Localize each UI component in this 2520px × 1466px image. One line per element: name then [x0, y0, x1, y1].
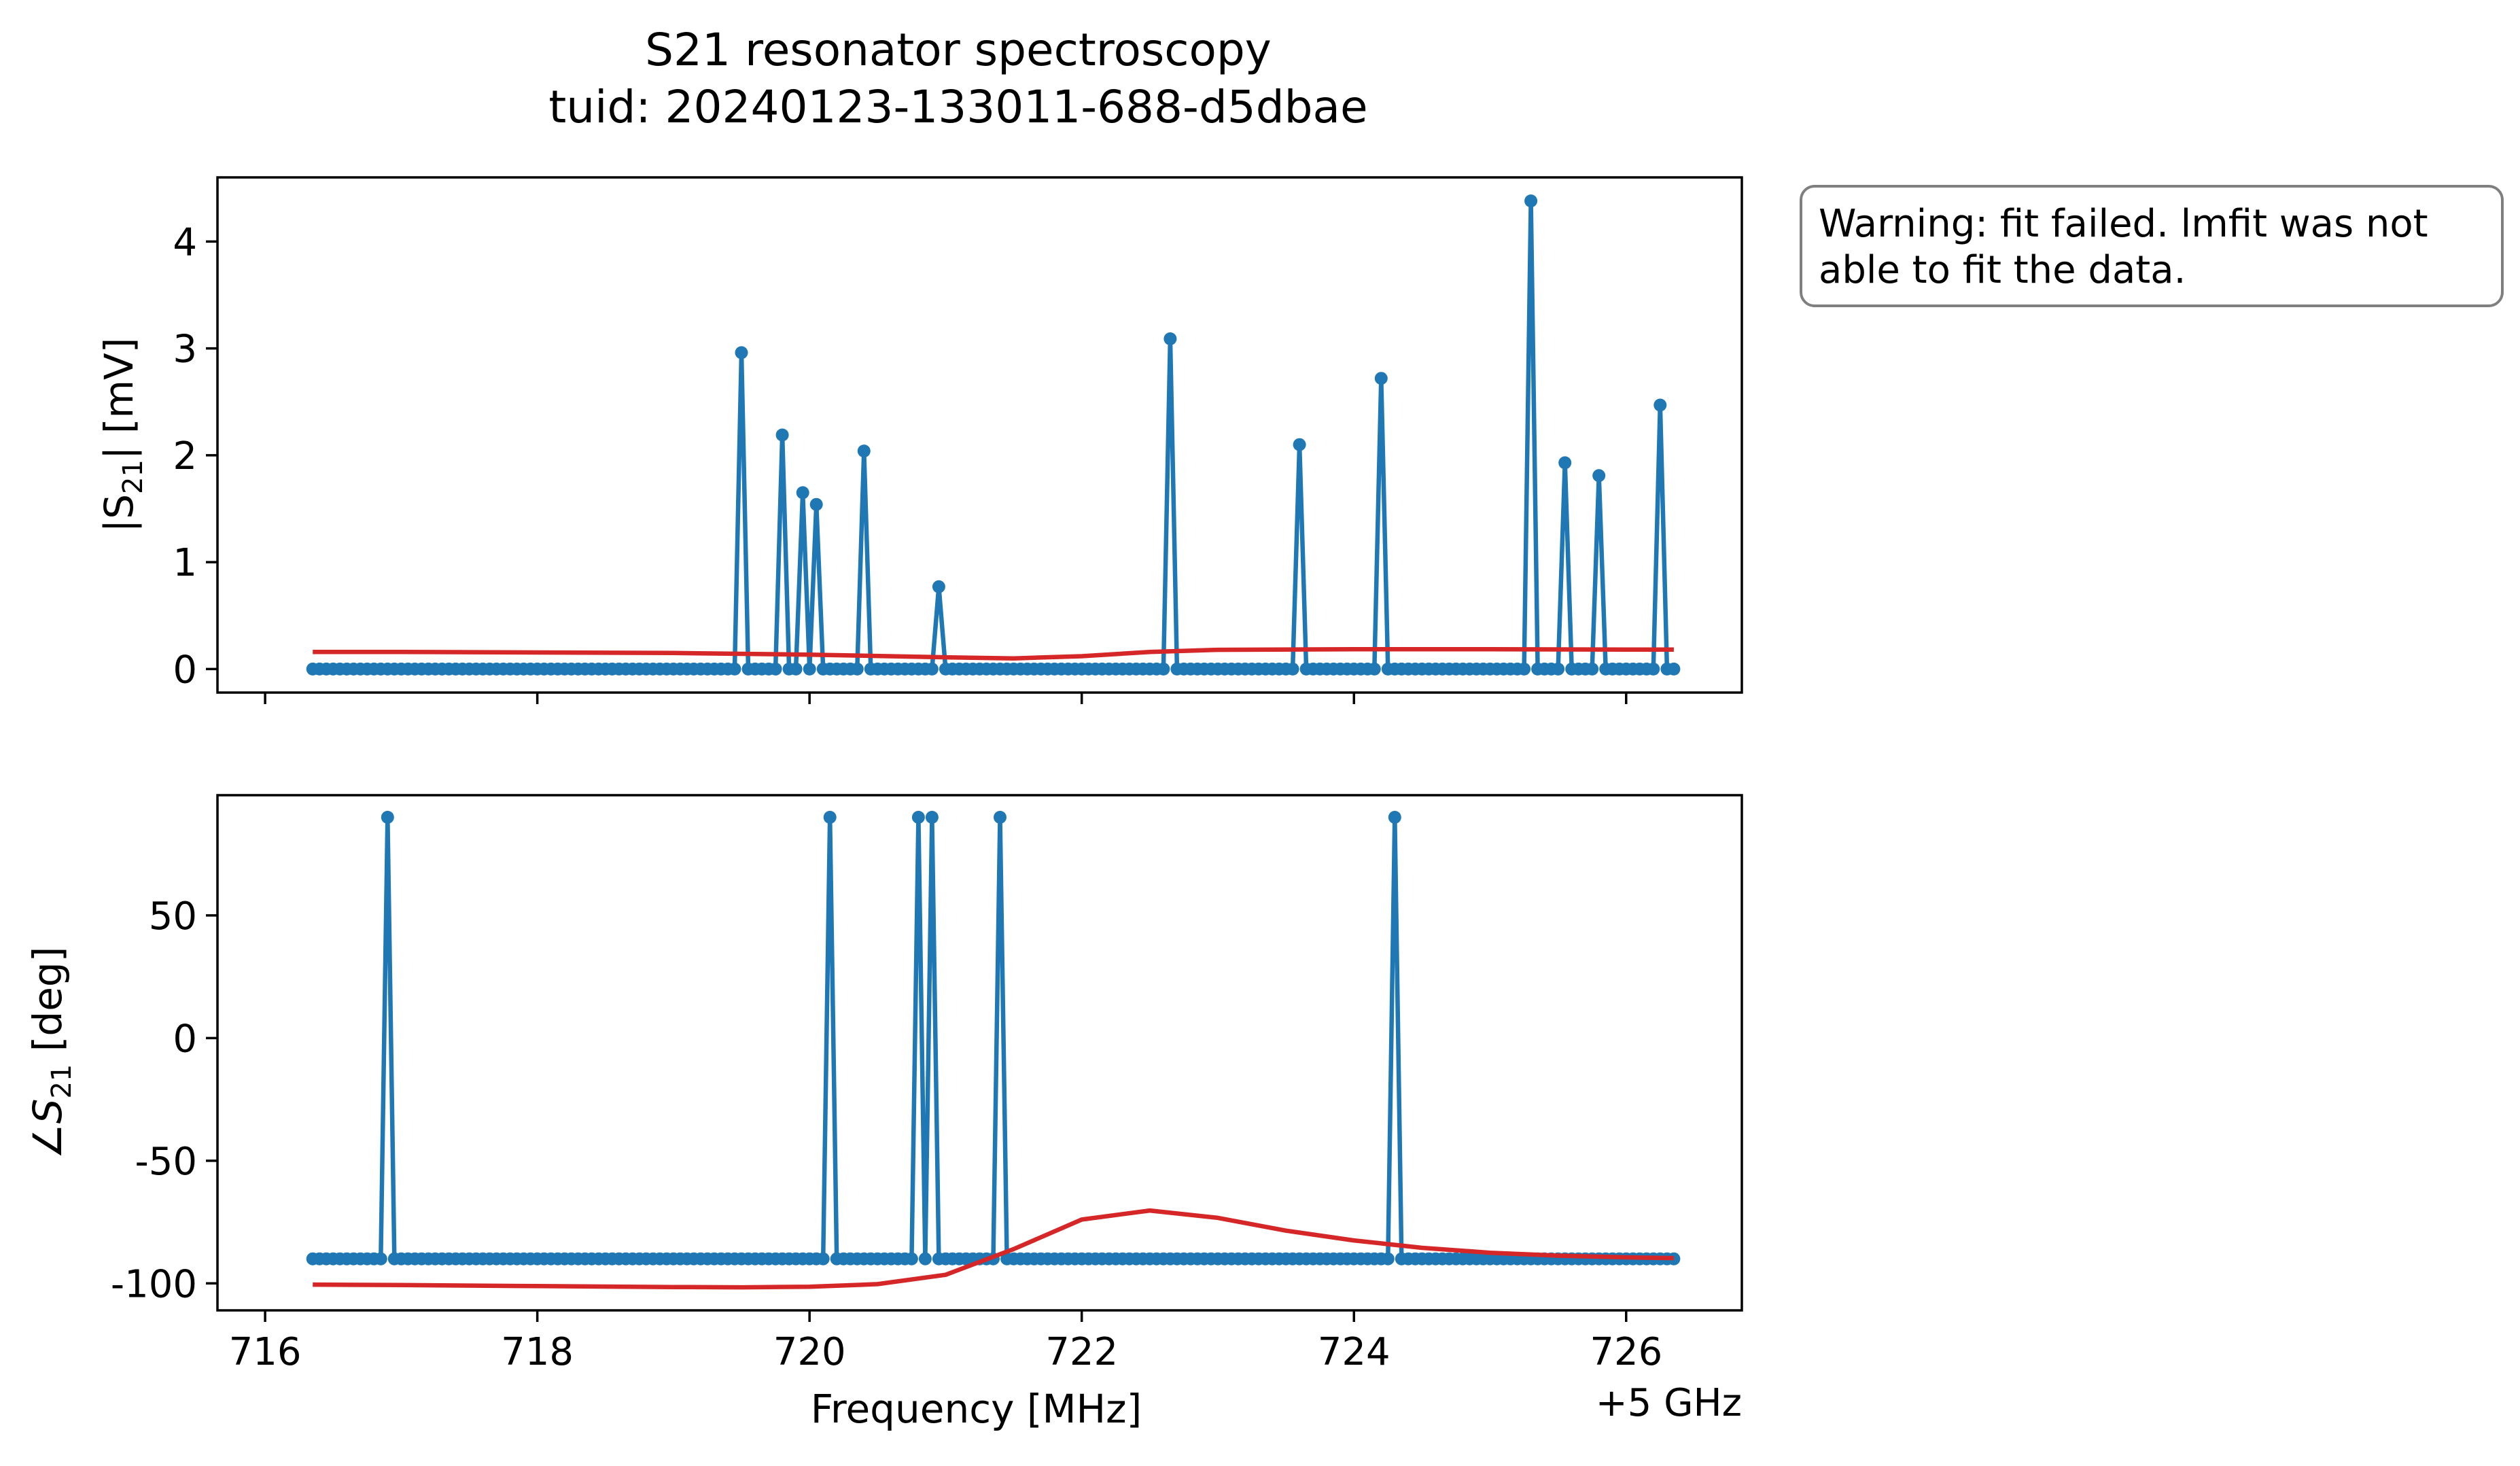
ytick-label: 0: [173, 1017, 197, 1061]
data-point: [1653, 398, 1667, 412]
data-point: [816, 1252, 830, 1266]
ytick-label: -50: [135, 1140, 197, 1184]
chart-title: S21 resonator spectroscopy: [645, 24, 1272, 76]
xtick-label: 718: [501, 1330, 574, 1374]
bottom-panel: 50 0 -50 -100 716 718 720 722 724 726 ∠S21 [deg] Fr…: [24, 794, 1743, 1432]
data-point: [1592, 469, 1606, 483]
top-panel: 0 1 2 3 4 |S21| [mV]: [96, 176, 1743, 704]
data-point: [374, 1252, 387, 1266]
axes-frame: [216, 176, 1743, 694]
data-point: [1367, 662, 1381, 676]
data-point: [1293, 438, 1306, 451]
data-point: [1524, 194, 1538, 208]
data-point: [1286, 662, 1299, 676]
data-point: [911, 811, 925, 824]
data-point: [769, 662, 782, 676]
data-point: [1163, 332, 1177, 345]
data-point: [850, 662, 864, 676]
xtick-label: 716: [229, 1330, 302, 1374]
ytick-label: -100: [111, 1262, 197, 1306]
data-point: [925, 662, 939, 676]
ytick-label: 1: [173, 541, 197, 585]
ytick-label: 50: [149, 894, 197, 939]
axes-frame: [216, 794, 1743, 1312]
data-point: [857, 444, 871, 458]
y-axis-label: |S21| [mV]: [96, 338, 149, 533]
fit-line: [313, 1208, 1674, 1290]
data-point: [1518, 662, 1531, 676]
data-line: [313, 815, 1674, 1261]
ytick-label: 4: [173, 220, 197, 264]
data-point: [1667, 1252, 1681, 1266]
data-point: [1586, 662, 1599, 676]
data-point: [905, 1252, 918, 1266]
xtick-label: 720: [773, 1330, 846, 1374]
data-point: [823, 811, 837, 824]
data-point: [728, 662, 741, 676]
x-axis-label: Frequency [MHz]: [811, 1386, 1142, 1432]
data-line: [313, 198, 1674, 671]
data-point: [925, 811, 939, 824]
data-point: [918, 1252, 932, 1266]
data-point: [1647, 662, 1660, 676]
data-point: [1157, 662, 1170, 676]
data-point: [1558, 456, 1572, 470]
xtick-label: 724: [1318, 1330, 1390, 1374]
chart-subtitle: tuid: 20240123-133011-688-d5dbae: [548, 81, 1367, 133]
data-point: [789, 662, 803, 676]
x-offset-label: +5 GHz: [1596, 1381, 1742, 1425]
fit-warning-box: Warning: fit failed. lmfit was not able …: [1800, 185, 2504, 307]
data-point: [381, 811, 394, 824]
data-point: [735, 346, 748, 360]
xtick-label: 726: [1590, 1330, 1662, 1374]
data-point: [932, 580, 945, 593]
y-axis-label: ∠S21 [deg]: [24, 947, 77, 1159]
fit-line: [313, 647, 1674, 661]
ytick-label: 3: [173, 328, 197, 372]
data-point: [1388, 811, 1401, 824]
xtick-label: 722: [1045, 1330, 1118, 1374]
ytick-label: 0: [173, 648, 197, 692]
data-point: [1667, 662, 1681, 676]
data-point: [803, 662, 816, 676]
data-point: [1381, 1252, 1395, 1266]
data-point: [1374, 372, 1388, 385]
data-point: [796, 486, 809, 500]
data-point: [809, 498, 823, 511]
data-point: [1552, 662, 1565, 676]
data-point: [775, 428, 789, 442]
ytick-label: 2: [173, 434, 197, 478]
data-point: [994, 811, 1007, 824]
